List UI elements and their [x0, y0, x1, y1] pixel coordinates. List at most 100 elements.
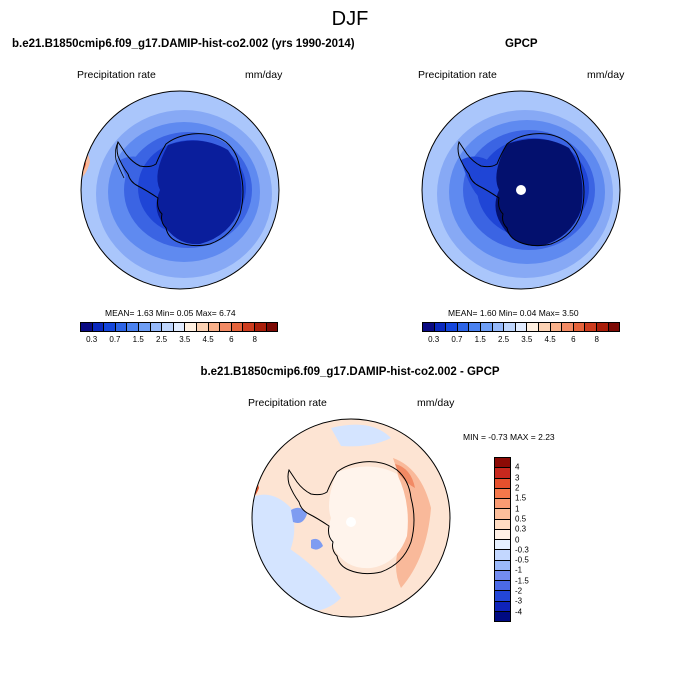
colorbar-tick-label: 3 [515, 473, 520, 483]
colorbar-swatch [495, 550, 510, 561]
colorbar-swatch [254, 323, 267, 331]
colorbar-swatch [150, 323, 163, 331]
colorbar-tick-label: 0.7 [109, 335, 121, 344]
panel3-continent-interior [328, 466, 408, 569]
colorbar-tick-label: 1.5 [515, 493, 527, 503]
colorbar-swatch [585, 323, 597, 331]
colorbar-tick-label: 8 [252, 335, 257, 344]
panel1-stats: MEAN= 1.63 Min= 0.05 Max= 6.74 [105, 308, 236, 318]
colorbar-tick-label: 6 [229, 335, 234, 344]
colorbar-tick-label: 0.5 [515, 514, 527, 524]
panel3-stats: MIN = -0.73 MAX = 2.23 [463, 432, 555, 442]
colorbar-tick-label: -4 [515, 607, 523, 617]
colorbar-swatch [231, 323, 244, 331]
colorbar-swatch [573, 323, 586, 331]
colorbar-swatch [495, 601, 510, 612]
colorbar-swatch [480, 323, 493, 331]
panel3-blue-patch-2 [311, 538, 323, 550]
panel2-polar-map [421, 90, 621, 290]
panel3-warm-core [395, 464, 415, 488]
colorbar-swatch [196, 323, 209, 331]
colorbar-swatch [104, 323, 116, 331]
colorbar-swatch [495, 581, 510, 592]
colorbar-tick-label: 2 [515, 483, 520, 493]
colorbar-swatch [243, 323, 255, 331]
colorbar-tick-label: 0 [515, 535, 520, 544]
colorbar-swatch [495, 611, 510, 621]
colorbar-tick-label: 6 [571, 335, 576, 344]
colorbar-swatch [492, 323, 505, 331]
panel2-colorbar: 0.3 0.7 1.5 2.5 3.5 4.5 6 8 [422, 322, 620, 345]
colorbar-swatch [81, 323, 93, 331]
colorbar-tick-label: 2.5 [497, 335, 510, 344]
panel1-peninsula-coast [114, 141, 125, 179]
colorbar-swatch [538, 323, 551, 331]
panel1-variable-label: Precipitation rate [77, 69, 156, 81]
colorbar-swatch [495, 468, 510, 479]
panel3-polar-map [251, 418, 451, 618]
colorbar-swatch [495, 570, 510, 581]
panel1-polar-map [80, 90, 280, 290]
colorbar-swatch [495, 560, 510, 571]
panel3-variable-label: Precipitation rate [248, 397, 327, 409]
colorbar-tick-label: -1 [515, 565, 523, 575]
colorbar-tick-label: 0.3 [428, 335, 440, 344]
panel1-continent-fill [156, 140, 242, 245]
panel3-blue-region-north [331, 424, 391, 447]
colorbar-swatch [208, 323, 221, 331]
panel3-colorbar-labels: 4 3 2 1.5 1 0.5 0.3 0 -0.3 -0.5 -1 -1.5 -2 -3 -4 [515, 457, 545, 622]
panel1-colorbar-labels: 0.3 0.7 1.5 2.5 3.5 4.5 6 8 [80, 335, 278, 345]
panel3-units: mm/day [417, 397, 455, 409]
colorbar-swatch [92, 323, 105, 331]
colorbar-tick-label: 1.5 [132, 335, 144, 344]
colorbar-swatch [515, 323, 528, 331]
colorbar-swatch [127, 323, 139, 331]
panel2-continent-fill [495, 138, 583, 247]
panel3-title: b.e21.B1850cmip6.f09_g17.DAMIP-hist-co2.… [200, 366, 500, 378]
colorbar-swatch [138, 323, 151, 331]
colorbar-swatch [608, 323, 620, 331]
colorbar-tick-label: -0.3 [515, 545, 529, 555]
colorbar-swatch [266, 323, 278, 331]
colorbar-swatch [495, 488, 510, 499]
panel3-coastline [287, 461, 415, 575]
colorbar-swatch [504, 323, 516, 331]
colorbar-tick-label: 0.3 [86, 335, 98, 344]
panel1-units: mm/day [245, 69, 283, 81]
panel2-coastline [457, 133, 585, 247]
colorbar-swatch [495, 478, 510, 489]
colorbar-swatch [495, 519, 510, 530]
panel3-colorbar: 4 3 2 1.5 1 0.5 0.3 0 -0.3 -0.5 -1 -1.5 -2 -3 -4 [494, 457, 554, 622]
colorbar-swatch [527, 323, 539, 331]
colorbar-tick-label: -3 [515, 596, 523, 606]
colorbar-swatch [495, 540, 510, 551]
panel1-coastline [116, 133, 244, 247]
colorbar-tick-label: -1.5 [515, 576, 529, 586]
panel1-title: b.e21.B1850cmip6.f09_g17.DAMIP-hist-co2.… [12, 38, 355, 50]
colorbar-tick-label: 2.5 [155, 335, 168, 344]
panel1-colorbar: 0.3 0.7 1.5 2.5 3.5 4.5 6 8 [80, 322, 278, 345]
panel2-stats: MEAN= 1.60 Min= 0.04 Max= 3.50 [448, 308, 579, 318]
panel2-title: GPCP [505, 38, 538, 50]
panel2-units: mm/day [587, 69, 625, 81]
colorbar-tick-label: 4 [515, 462, 520, 472]
colorbar-swatch [446, 323, 458, 331]
colorbar-swatch [162, 323, 174, 331]
colorbar-tick-label: 4.5 [202, 335, 214, 344]
panel2-colorbar-labels: 0.3 0.7 1.5 2.5 3.5 4.5 6 8 [422, 335, 620, 345]
colorbar-swatch [562, 323, 574, 331]
figure-title: DJF [331, 8, 369, 30]
colorbar-tick-label: 3.5 [521, 335, 533, 344]
colorbar-tick-label: 0.7 [451, 335, 463, 344]
panel2-colorbar-swatches [422, 322, 620, 332]
colorbar-swatch [495, 458, 510, 469]
colorbar-swatch [434, 323, 447, 331]
colorbar-swatch [495, 591, 510, 602]
colorbar-tick-label: 4.5 [544, 335, 556, 344]
colorbar-swatch [596, 323, 609, 331]
colorbar-tick-label: 1 [515, 504, 520, 514]
colorbar-tick-label: 8 [594, 335, 599, 344]
panel1-colorbar-swatches [80, 322, 278, 332]
panel3-colorbar-swatches [494, 457, 511, 622]
colorbar-swatch [423, 323, 435, 331]
